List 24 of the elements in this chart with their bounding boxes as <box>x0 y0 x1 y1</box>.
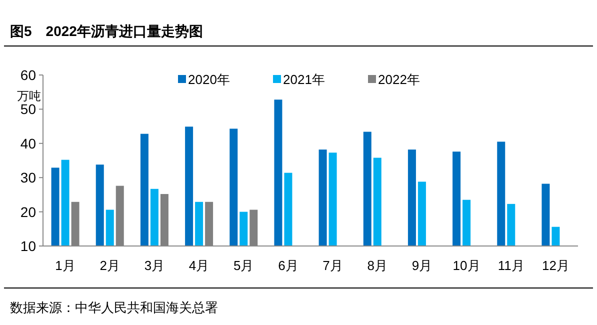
legend-label: 2020年 <box>188 72 230 87</box>
x-tick-label: 9月 <box>412 258 432 273</box>
legend-label: 2021年 <box>283 72 325 87</box>
y-tick-label: 30 <box>20 170 36 186</box>
y-tick-label: 60 <box>20 67 36 83</box>
source-note: 数据来源：中华人民共和国海关总署 <box>10 300 218 315</box>
x-tick-label: 1月 <box>55 258 76 273</box>
x-tick-label: 11月 <box>498 258 524 273</box>
x-tick-label: 4月 <box>188 258 210 273</box>
legend-label: 2022年 <box>378 72 420 87</box>
y-tick-label: 20 <box>20 204 36 220</box>
x-tick-label: 7月 <box>322 258 343 273</box>
y-tick-label: 10 <box>20 238 36 254</box>
y-axis-title: 万吨 <box>17 89 41 103</box>
chart-title: 图5 2022年沥青进口量走势图 <box>10 23 203 39</box>
x-tick-label: 10月 <box>452 258 480 273</box>
x-tick-label: 12月 <box>542 258 570 273</box>
y-tick-label: 50 <box>20 101 36 118</box>
x-tick-label: 8月 <box>367 258 388 273</box>
x-tick-label: 3月 <box>144 258 165 273</box>
y-tick-label: 40 <box>20 135 36 152</box>
x-tick-label: 6月 <box>278 258 298 273</box>
x-tick-label: 2月 <box>100 258 120 273</box>
x-tick-label: 5月 <box>234 258 254 273</box>
